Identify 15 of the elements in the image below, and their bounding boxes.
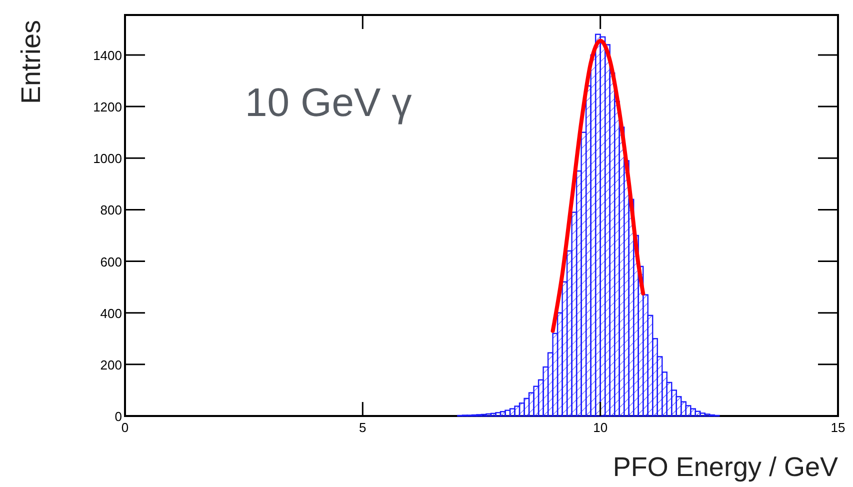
y-tick-label: 800 xyxy=(100,202,122,218)
x-tick-label: 15 xyxy=(830,420,846,435)
x-axis-title: PFO Energy / GeV xyxy=(612,452,838,482)
y-tick-label: 1200 xyxy=(93,100,122,115)
y-tick-label: 400 xyxy=(100,306,122,321)
y-tick-label: 600 xyxy=(100,254,122,270)
line-series xyxy=(550,38,646,333)
x-tick-label: 5 xyxy=(359,420,366,435)
y-axis-title: Entries xyxy=(16,20,46,104)
annotation: 10 GeV γ xyxy=(245,81,412,125)
y-tick-label: 0 xyxy=(114,409,122,424)
y-tick-label: 200 xyxy=(100,357,122,372)
y-tick-label: 1000 xyxy=(93,151,122,166)
y-tick-label: 1400 xyxy=(93,48,122,63)
x-tick-label: 10 xyxy=(593,420,608,435)
